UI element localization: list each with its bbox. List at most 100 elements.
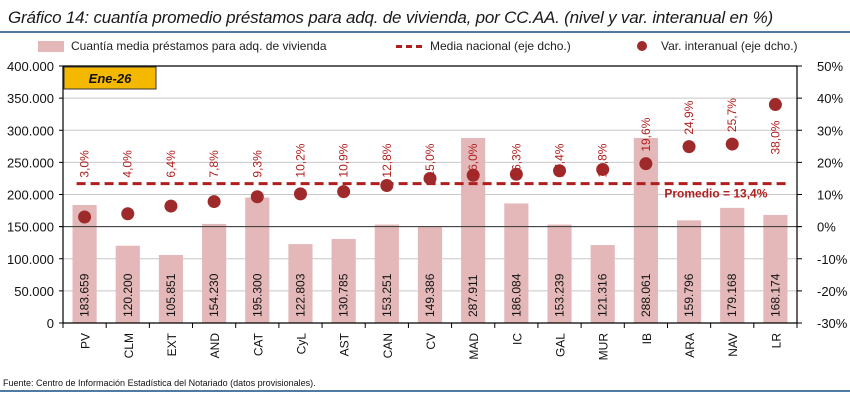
title-divider [0,31,850,33]
dot-value-label: 10,9% [337,143,351,177]
bar-value-label: 122.803 [293,273,307,317]
bar-ARA [676,220,702,323]
dot-CAN [380,179,394,193]
bar-value-label: 154.230 [207,273,221,317]
dot-CyL [293,187,307,201]
dot-AND [207,195,221,209]
dot-value-label: 3,0% [78,150,92,178]
dot-PV [78,210,92,224]
bar-value-label: 105.851 [164,273,178,317]
bar-GAL [547,224,572,323]
dot-IB [639,157,653,171]
dot-value-label: 4,0% [121,150,135,178]
chart-title: Gráfico 14: cuantía promedio préstamos p… [8,8,773,27]
dot-value-label: 25,7% [725,98,739,132]
bar-value-label: 120.200 [121,273,135,317]
x-tick-label: AND [208,333,222,359]
x-tick-label: AST [338,332,352,356]
x-tick-label: MAD [467,333,481,360]
bar-value-label: 183.659 [78,273,92,317]
bar-value-label: 153.251 [380,273,394,317]
right-tick-label: -30% [817,316,848,331]
x-tick-label: IC [510,333,524,345]
right-tick-label: 40% [817,91,843,106]
x-tick-label: MUR [597,333,611,361]
x-tick-label: NAV [726,333,740,357]
dot-ARA [682,140,696,154]
left-tick-label: 100.000 [7,252,54,267]
dot-MUR [596,162,610,176]
dot-value-label: 10,2% [293,143,307,177]
dot-value-label: 16,3% [509,143,523,177]
bar-value-label: 287.911 [466,274,480,317]
x-tick-label: CAN [381,333,395,358]
legend-item-bars: Cuantía media préstamos para adq. de viv… [38,39,327,53]
bar-value-label: 149.386 [423,273,437,317]
bar-value-label: 179.168 [725,273,739,317]
bar-CAT [245,197,270,323]
left-tick-label: 350.000 [7,91,54,106]
dot-value-label: 38,0% [768,120,782,154]
left-tick-label: 400.000 [7,59,54,74]
source-note: Fuente: Centro de Información Estadístic… [3,378,316,388]
dot-CV [423,171,437,185]
left-tick-label: 300.000 [7,123,54,138]
dot-value-label: 24,9% [682,100,696,134]
dot-LR [768,98,782,112]
right-tick-label: 30% [817,123,843,138]
dot-value-label: 17,4% [553,143,567,177]
bar-CyL [288,244,313,323]
x-tick-label: CLM [122,333,136,358]
left-tick-label: 0 [47,316,54,331]
bar-CLM [115,245,140,323]
bar-LR [763,214,788,323]
bar-value-label: 130.785 [337,273,351,317]
legend-label-mean: Media nacional (eje dcho.) [430,39,571,53]
left-tick-label: 250.000 [7,155,54,170]
right-tick-label: -20% [817,284,848,299]
legend-swatch-dashed-line [396,44,422,48]
right-tick-label: 50% [817,59,843,74]
bar-value-label: 153.239 [553,273,567,317]
dot-value-label: 6,4% [164,150,178,178]
x-tick-label: CyL [294,333,308,355]
bar-EXT [158,254,184,323]
period-badge [63,66,157,90]
x-tick-label: ARA [683,333,697,358]
bar-CAN [374,224,399,323]
dot-NAV [725,137,739,151]
x-tick-label: LR [769,333,783,349]
bar-value-label: 288.061 [639,273,653,317]
bar-value-label: 121.316 [596,273,610,317]
left-tick-label: 50.000 [14,284,54,299]
legend-swatch-bar [38,40,64,52]
left-tick-label: 150.000 [7,220,54,235]
dot-value-label: 7,8% [207,150,221,178]
bar-value-label: 186.084 [509,273,523,317]
bar-value-label: 195.300 [250,273,264,317]
bar-value-label: 168.174 [768,273,782,317]
x-tick-label: CAT [251,332,265,356]
right-tick-label: 20% [817,155,843,170]
legend-label-bars: Cuantía media préstamos para adq. de viv… [71,39,327,53]
bar-value-label: 159.796 [682,273,696,317]
bar-MUR [590,245,615,323]
dot-value-label: 9,3% [250,150,264,178]
dot-EXT [164,199,178,213]
dot-GAL [553,164,567,178]
dot-value-label: 17,8% [596,143,610,177]
bar-CV [417,227,443,323]
bottom-divider [0,390,850,392]
legend-item-mean: Media nacional (eje dcho.) [396,39,571,53]
right-tick-label: -10% [817,252,848,267]
bar-PV [72,204,97,323]
dot-AST [337,185,351,199]
mean-label: Promedio = 13,4% [664,187,767,201]
x-tick-label: EXT [165,332,179,356]
dot-CLM [121,207,135,221]
legend-item-dots: Var. interanual (eje dcho.) [631,39,798,53]
x-tick-label: CV [424,333,438,350]
dot-value-label: 19,6% [639,117,653,151]
legend-label-dots: Var. interanual (eje dcho.) [661,39,798,53]
